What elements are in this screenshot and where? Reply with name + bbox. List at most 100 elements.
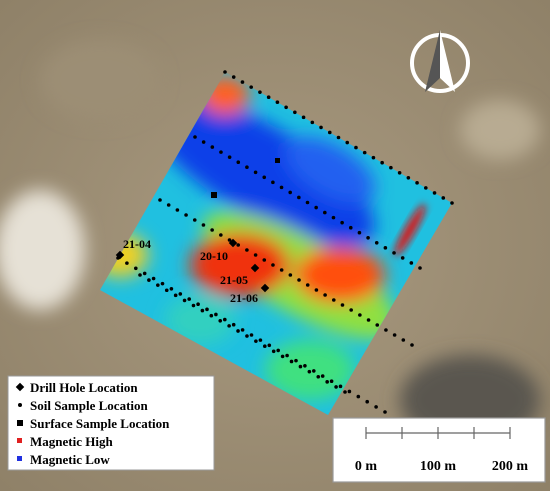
soil-sample (254, 339, 258, 343)
soil-sample (340, 303, 345, 307)
soil-sample (151, 276, 156, 281)
legend: Drill Hole Location Soil Sample Location… (7, 375, 215, 471)
soil-sample (323, 210, 327, 215)
soil-sample (375, 323, 380, 327)
soil-sample (354, 145, 358, 150)
soil-sample (249, 85, 253, 89)
soil-sample (253, 170, 258, 175)
scale-label: 0 m (355, 459, 378, 474)
soil-sample (288, 273, 293, 277)
soil-sample (227, 238, 232, 242)
soil-sample (266, 95, 271, 99)
drill-hole-label: 21-05 (220, 273, 248, 287)
soil-sample (169, 287, 174, 291)
soil-sample (182, 298, 187, 303)
soil-sample (187, 297, 191, 301)
soil-sample (325, 380, 329, 384)
soil-sample (227, 155, 232, 159)
soil-sample (331, 215, 336, 220)
soil-sample (297, 195, 301, 200)
drill-hole-label: 21-04 (123, 237, 151, 251)
soil-samples (116, 70, 454, 414)
soil-sample (240, 80, 245, 84)
soil-sample (284, 105, 288, 110)
soil-sample (331, 298, 336, 302)
soil-sample (347, 389, 352, 394)
soil-sample (349, 308, 353, 312)
soil-sample (236, 329, 240, 333)
soil-sample (240, 328, 245, 332)
soil-sample (303, 364, 307, 368)
soil-sample (253, 253, 258, 257)
soil-sample (164, 288, 169, 293)
soil-sample (288, 190, 292, 195)
soil-sample (147, 278, 151, 282)
soil-sample (223, 70, 227, 74)
soil-sample (245, 165, 249, 170)
soil-sample (158, 198, 162, 202)
soil-sample (345, 140, 350, 145)
soil-sample (348, 225, 353, 230)
soil-sample (400, 256, 405, 260)
soil-sample (209, 313, 214, 318)
soil-sample (191, 303, 196, 308)
soil-sample (134, 266, 138, 271)
soil-sample (227, 324, 231, 328)
drill-holes: 21-04 20-10 21-05 21-06 (115, 237, 270, 305)
soil-sample (271, 180, 275, 185)
scale-label: 100 m (420, 459, 457, 474)
soil-sample (366, 235, 370, 240)
soil-sample (289, 359, 294, 364)
soil-sample (262, 258, 267, 262)
scale-label: 200 m (492, 459, 529, 474)
soil-sample (297, 278, 301, 282)
soil-sample (258, 338, 263, 342)
soil-sample (267, 343, 272, 348)
soil-sample (280, 354, 285, 359)
soil-sample (323, 293, 327, 297)
soil-sample (201, 223, 206, 227)
drill-hole-label: 20-10 (200, 249, 228, 263)
soil-sample (316, 374, 321, 379)
soil-sample (201, 140, 206, 144)
soil-sample (312, 369, 316, 373)
soil-sample (441, 196, 446, 200)
soil-sample (362, 150, 367, 155)
soil-sample (236, 243, 241, 247)
soil-sample (392, 251, 396, 255)
soil-sample (371, 155, 376, 160)
soil-sample (294, 358, 298, 363)
soil-sample (218, 318, 223, 323)
soil-sample (305, 283, 310, 287)
soil-sample (223, 317, 227, 322)
soil-sample (415, 181, 419, 185)
north-arrow (410, 30, 470, 93)
soil-sample (314, 205, 318, 210)
legend-label: Surface Sample Location (30, 416, 170, 431)
soil-sample (432, 191, 437, 195)
soil-sample (406, 176, 411, 180)
soil-sample (389, 165, 393, 170)
soil-sample (410, 343, 414, 347)
soil-sample (397, 170, 402, 175)
soil-sample (418, 266, 422, 270)
soil-sample (279, 268, 284, 272)
soil-sample (160, 281, 165, 286)
soil-sample (276, 348, 281, 353)
soil-sample (356, 394, 361, 399)
soil-sample (142, 271, 147, 276)
soil-sample (258, 90, 262, 94)
soil-sample (214, 312, 218, 317)
soil-sample (384, 328, 388, 332)
soil-sample (192, 218, 197, 222)
soil-sample (343, 390, 347, 394)
legend-label: Soil Sample Location (30, 398, 149, 413)
soil-sample (366, 318, 371, 322)
soil-sample (125, 261, 129, 265)
soil-sample (200, 308, 205, 313)
soil-sample (175, 208, 180, 212)
soil-sample (231, 75, 236, 79)
soil-sample (365, 399, 370, 404)
soil-sample (424, 186, 428, 190)
